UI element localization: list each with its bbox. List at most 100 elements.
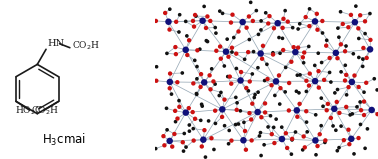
Point (228, 82, 234, 85)
Point (258, 116, 264, 118)
Point (343, 74, 349, 76)
Point (186, 124, 192, 126)
Point (277, 103, 283, 105)
Point (303, 16, 309, 18)
Point (280, 17, 287, 20)
Point (209, 68, 215, 70)
Point (174, 117, 180, 120)
Point (204, 15, 211, 18)
Point (357, 14, 363, 17)
Point (277, 87, 284, 89)
Point (203, 39, 209, 42)
Point (256, 33, 262, 36)
Point (202, 156, 208, 158)
Point (330, 125, 336, 127)
Point (276, 74, 282, 77)
Point (194, 78, 200, 80)
Point (312, 64, 318, 67)
Point (262, 102, 268, 105)
Point (347, 114, 353, 116)
Point (153, 66, 160, 68)
Point (367, 48, 373, 51)
Point (242, 130, 248, 132)
Point (342, 50, 348, 52)
Point (344, 93, 350, 96)
Point (301, 51, 307, 54)
Point (226, 142, 232, 145)
Point (184, 35, 190, 37)
Point (167, 8, 173, 10)
Point (289, 139, 295, 141)
Point (229, 13, 235, 16)
Point (164, 128, 170, 131)
Point (220, 12, 226, 15)
Point (246, 15, 252, 18)
Point (179, 72, 185, 74)
Point (324, 109, 330, 111)
Point (276, 36, 282, 39)
Point (327, 71, 333, 74)
Point (229, 46, 235, 49)
Point (260, 45, 266, 47)
Point (190, 20, 196, 22)
Point (327, 57, 333, 59)
Point (219, 116, 225, 118)
Point (275, 22, 281, 24)
Point (228, 139, 234, 142)
Text: HN: HN (48, 39, 65, 48)
Point (224, 38, 230, 40)
Point (183, 48, 189, 51)
Point (289, 138, 295, 140)
Point (234, 102, 240, 104)
Point (233, 96, 239, 99)
Point (350, 52, 356, 55)
Point (312, 20, 318, 23)
Point (253, 9, 259, 12)
Point (190, 82, 196, 85)
Point (293, 90, 299, 93)
Point (193, 15, 199, 17)
Point (160, 135, 166, 137)
Point (322, 139, 328, 142)
Point (222, 124, 228, 127)
Point (258, 154, 264, 157)
Point (338, 10, 344, 13)
Point (356, 37, 362, 40)
Point (153, 80, 159, 82)
Point (318, 97, 324, 99)
Point (250, 20, 256, 22)
Point (265, 78, 271, 80)
Point (314, 145, 321, 147)
Point (338, 125, 344, 127)
Point (303, 90, 309, 93)
Point (212, 122, 218, 125)
Point (348, 14, 354, 16)
Point (257, 131, 263, 134)
Point (312, 80, 318, 82)
Point (285, 20, 291, 23)
Text: CO$_2$H: CO$_2$H (31, 105, 59, 117)
Point (207, 20, 213, 22)
Point (251, 50, 257, 53)
Point (153, 20, 159, 22)
Point (176, 106, 182, 108)
Point (358, 109, 364, 111)
Point (183, 111, 189, 114)
Point (306, 25, 312, 27)
Point (243, 87, 249, 89)
Point (332, 92, 338, 94)
Point (201, 81, 207, 84)
Point (296, 92, 302, 94)
Point (258, 29, 264, 31)
Point (256, 135, 262, 137)
Point (162, 12, 168, 14)
Point (360, 65, 366, 68)
Point (216, 94, 222, 97)
Point (176, 99, 182, 102)
Point (225, 55, 231, 58)
Point (283, 66, 289, 69)
Point (352, 74, 358, 77)
Point (176, 31, 182, 33)
Point (243, 26, 249, 29)
Point (320, 105, 326, 107)
